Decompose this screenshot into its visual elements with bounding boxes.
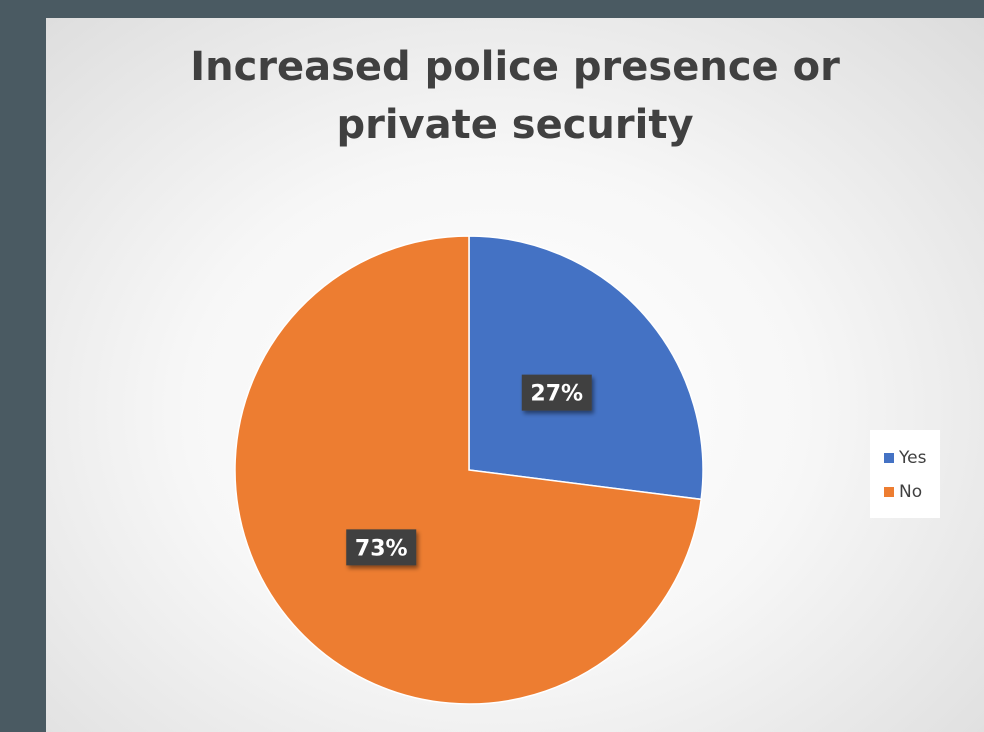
pie-slice-yes — [468, 235, 704, 501]
data-label-no: 73% — [346, 529, 417, 566]
svg-text:27%: 27% — [530, 382, 583, 407]
pie-slice-no — [234, 235, 702, 705]
legend-item-yes: Yes — [884, 448, 926, 468]
legend-label-no: No — [899, 482, 923, 502]
legend-swatch-no — [884, 487, 894, 497]
legend-swatch-yes — [884, 453, 894, 463]
legend-item-no: No — [884, 482, 922, 502]
chart-area: Increased police presence or private sec… — [46, 18, 984, 732]
legend: Yes No — [870, 430, 940, 518]
legend-label-yes: Yes — [899, 448, 927, 468]
svg-text:73%: 73% — [355, 536, 408, 561]
data-label-yes: 27% — [521, 374, 592, 411]
pie-chart: 27% 73% — [234, 235, 704, 705]
chart-title: Increased police presence or private sec… — [190, 44, 840, 148]
